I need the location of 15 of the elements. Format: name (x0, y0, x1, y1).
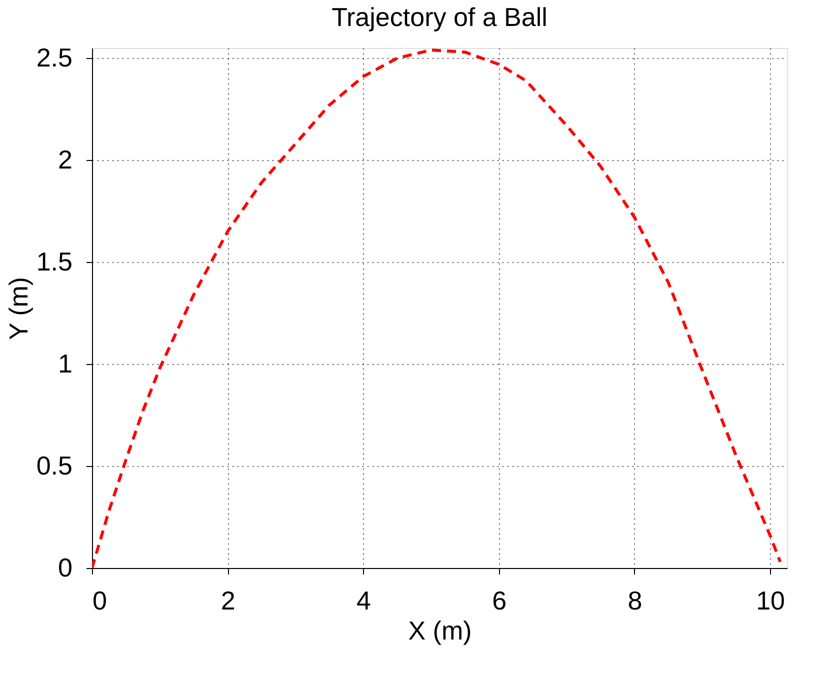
y-axis-title: Y (m) (3, 276, 34, 340)
x-tick-label: 0 (92, 586, 107, 616)
y-tick-label: 2 (58, 144, 72, 175)
x-tick-label: 4 (356, 586, 371, 616)
y-tick-label: 0 (58, 552, 72, 582)
chart-title: Trajectory of a Ball (332, 2, 548, 32)
x-tick-label: 8 (628, 586, 642, 616)
y-tick-label: 1 (58, 348, 72, 379)
x-tick-label: 10 (756, 586, 786, 616)
y-tick-label: 2.5 (36, 42, 72, 73)
x-axis-title: X (m) (408, 616, 472, 646)
y-tick-label: 0.5 (36, 450, 72, 481)
y-tick-label: 1.5 (36, 246, 72, 277)
x-tick-label: 2 (220, 586, 236, 616)
x-tick-label: 6 (492, 586, 507, 616)
